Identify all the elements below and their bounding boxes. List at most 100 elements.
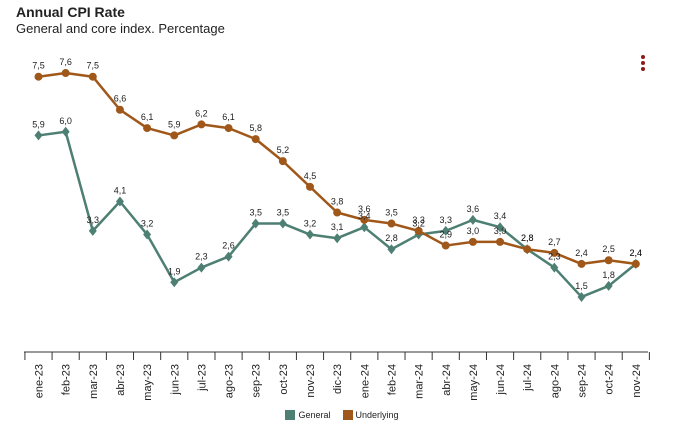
x-tick-label: mar-24 [414,364,426,399]
data-point-general [441,225,450,236]
data-label-underlying: 3,8 [331,197,344,207]
x-tick-label: mar-23 [88,364,100,399]
chart-title: Annual CPI Rate [16,4,125,20]
data-label-underlying: 3,0 [467,226,480,236]
data-point-underlying [251,135,260,144]
data-point-underlying [333,208,342,217]
data-label-underlying: 7,5 [87,61,100,71]
data-point-underlying [468,237,477,246]
data-label-underlying: 3,0 [494,226,507,236]
data-point-general [197,262,206,273]
legend-swatch-underlying [342,410,353,420]
data-label-general: 2,3 [548,252,561,262]
data-point-underlying [197,120,206,129]
data-point-general [387,244,396,255]
data-label-general: 3,4 [494,211,507,221]
data-label-underlying: 2,4 [575,248,588,258]
data-point-general [577,291,586,302]
x-tick-label: ene-23 [34,364,46,398]
data-label-underlying: 3,6 [358,204,371,214]
data-label-general: 2,8 [521,233,534,243]
data-label-underlying: 6,1 [222,112,235,122]
x-tick-label: dic-23 [332,364,344,394]
x-tick-label: may-23 [142,364,154,401]
data-point-general [306,229,314,240]
data-label-underlying: 5,9 [168,119,181,129]
data-label-underlying: 7,5 [32,61,45,71]
data-label-general: 2,3 [195,252,208,262]
line-chart: ene-23 feb-23 mar-23 abr-23 may-23 jun-23 jul-… [24,57,650,401]
data-point-general [360,222,369,233]
data-label-underlying: 2,9 [439,230,452,240]
x-tick-label: jul-24 [522,364,534,392]
data-label-underlying: 7,6 [59,57,72,67]
data-point-underlying [387,219,396,228]
data-label-underlying: 2,5 [602,244,615,254]
data-point-underlying [224,124,233,133]
data-point-general [550,262,559,273]
data-label-general: 5,9 [32,119,45,129]
x-tick-label: ago-23 [224,364,236,398]
data-point-general [34,130,43,141]
legend-swatch-general [285,410,296,420]
data-label-general: 3,5 [249,208,262,218]
data-label-underlying: 6,6 [114,94,127,104]
data-label-general: 2,8 [385,233,398,243]
data-label-general: 1,8 [602,270,615,280]
data-label-general: 3,3 [439,215,452,225]
x-tick-label: oct-23 [278,364,290,395]
legend: General Underlying [0,410,684,420]
vertical-ellipsis-icon[interactable] [636,54,650,72]
data-label-general: 3,3 [87,215,100,225]
x-tick-label: may-24 [468,364,480,401]
x-tick-label: abr-23 [115,364,127,396]
x-tick-label: jul-23 [196,364,208,392]
data-point-underlying [604,256,613,265]
data-point-underlying [115,105,124,114]
data-label-general: 6,0 [59,116,72,126]
data-label-general: 1,5 [575,281,588,291]
data-point-underlying [631,259,640,268]
data-label-general: 2,4 [630,248,643,258]
data-point-underlying [523,245,532,254]
data-point-general [468,214,477,225]
legend-label-general: General [298,410,331,420]
data-label-underlying: 6,1 [141,112,154,122]
legend-item-underlying[interactable]: Underlying [342,410,399,420]
data-point-underlying [34,72,43,81]
data-label-underlying: 6,2 [195,108,208,118]
chart-subtitle: General and core index. Percentage [16,21,225,36]
data-point-underlying [496,237,505,246]
data-point-underlying [170,131,179,140]
data-label-underlying: 2,4 [630,248,643,258]
data-point-underlying [143,124,152,133]
x-tick-label: jun-24 [495,364,507,396]
data-label-general: 3,2 [141,219,154,229]
data-label-general: 3,5 [277,208,290,218]
data-point-general [61,126,70,137]
data-label-underlying: 3,5 [385,208,398,218]
data-point-underlying [278,157,287,166]
data-point-general [224,251,233,262]
data-point-general [251,218,260,229]
data-point-general [333,233,342,244]
data-point-general [88,225,97,236]
data-label-general: 3,4 [358,211,371,221]
data-point-underlying [441,241,450,250]
data-point-underlying [550,248,559,257]
data-label-underlying: 4,5 [304,171,317,181]
legend-label-underlying: Underlying [355,410,399,420]
legend-item-general[interactable]: General [285,410,331,420]
data-point-underlying [88,72,97,81]
data-label-underlying: 5,8 [249,123,262,133]
data-point-general [143,229,152,240]
data-point-general [115,196,124,207]
x-tick-label: oct-24 [604,364,616,395]
data-point-underlying [306,182,314,191]
x-tick-label: sep-23 [251,364,263,398]
x-tick-label: nov-24 [631,364,643,398]
x-tick-label: ene-24 [359,364,371,398]
data-label-general: 3,2 [412,219,425,229]
data-point-general [170,277,179,288]
data-label-general: 3,6 [467,204,480,214]
